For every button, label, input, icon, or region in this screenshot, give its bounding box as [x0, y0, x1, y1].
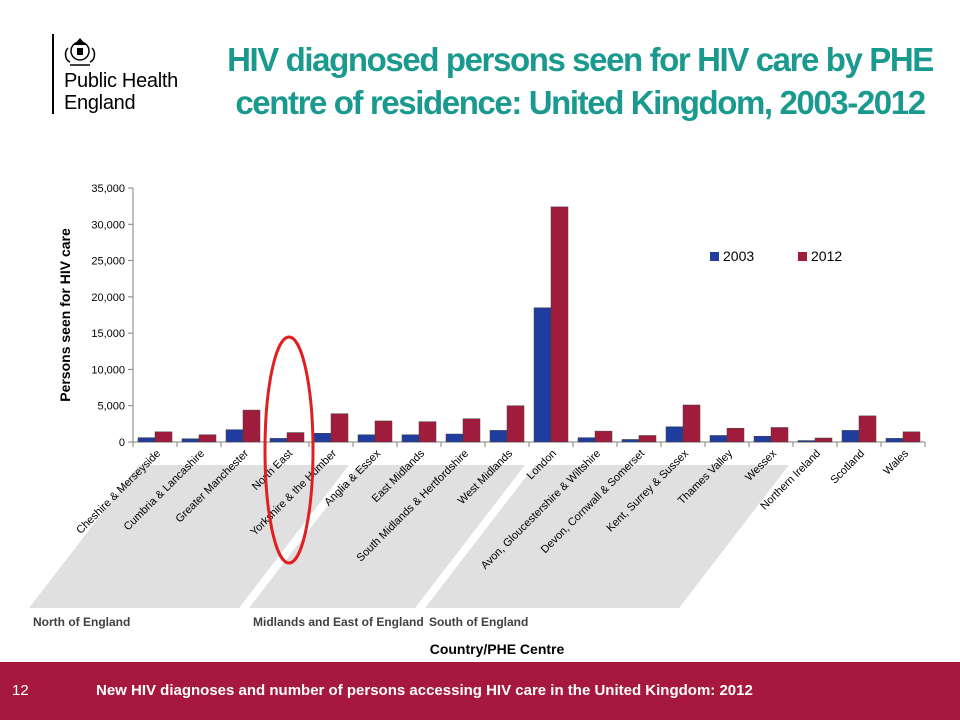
bar-2003: [269, 438, 288, 443]
bar-2012: [638, 435, 657, 443]
bar-2012: [418, 421, 437, 443]
y-tick-label: 25,000: [91, 256, 125, 268]
logo-line-1: Public Health: [64, 70, 178, 92]
group-label: South of England: [429, 615, 528, 629]
logo-divider: [52, 34, 54, 114]
bar-2003: [489, 430, 508, 443]
bar-2003: [181, 438, 200, 443]
footer-caption: New HIV diagnoses and number of persons …: [96, 682, 753, 699]
bar-2012: [286, 432, 305, 443]
bar-2012: [198, 434, 217, 443]
bar-2003: [621, 439, 640, 443]
bar-2003: [225, 429, 244, 443]
legend-swatch-2012: [798, 252, 807, 261]
y-tick-label: 20,000: [91, 292, 125, 304]
bar-chart: North of England Midlands and East of Eng…: [29, 183, 926, 657]
page-title: HIV diagnosed persons seen for HIV care …: [227, 41, 934, 121]
group-band-0: [29, 465, 349, 608]
bar-2012: [462, 418, 481, 443]
bar-2003: [313, 433, 332, 443]
bar-2003: [885, 438, 904, 443]
y-tick-label: 15,000: [91, 328, 125, 340]
bar-2012: [814, 437, 833, 443]
x-tick-label: Scotland: [828, 448, 867, 487]
bar-2012: [506, 405, 525, 443]
bar-2003: [401, 434, 420, 443]
group-band-2: [425, 465, 789, 608]
y-tick-label: 35,000: [91, 183, 125, 195]
y-tick-label: 0: [119, 437, 125, 449]
bar-2003: [357, 434, 376, 443]
royal-crest-icon: [64, 38, 96, 66]
bar-2012: [330, 413, 349, 443]
legend-label: 2012: [811, 248, 842, 264]
bar-2012: [242, 409, 261, 443]
y-tick-label: 5,000: [97, 401, 125, 413]
legend-swatch-2003: [710, 252, 719, 261]
y-axis-title: Persons seen for HIV care: [57, 228, 73, 402]
footer-bar: 12 New HIV diagnoses and number of perso…: [0, 662, 960, 720]
group-label: Midlands and East of England: [253, 615, 424, 629]
x-axis-title: Country/PHE Centre: [430, 641, 565, 657]
bar-2003: [753, 435, 772, 443]
bar-2012: [594, 430, 613, 443]
phe-logo: Public Health England: [52, 34, 212, 124]
highlight-ellipse: [263, 335, 315, 565]
page-number: 12: [12, 682, 29, 699]
y-tick-label: 30,000: [91, 219, 125, 231]
x-tick-label: Wales: [881, 447, 911, 477]
bar-2003: [577, 437, 596, 443]
bar-2012: [154, 431, 173, 443]
bar-2012: [858, 415, 877, 443]
bar-2012: [902, 431, 921, 443]
bar-2012: [682, 404, 701, 443]
logo-line-2: England: [64, 92, 136, 114]
bar-2003: [665, 426, 684, 443]
bar-2012: [770, 427, 789, 443]
bar-2012: [374, 420, 393, 443]
bar-2003: [841, 430, 860, 443]
bar-2003: [137, 437, 156, 443]
bar-2012: [726, 427, 745, 443]
bar-2003: [533, 307, 552, 443]
logo-wordmark: Public Health England: [64, 70, 178, 114]
group-label: North of England: [33, 615, 130, 629]
bar-2003: [709, 435, 728, 443]
group-band-1: [249, 465, 525, 608]
bar-2012: [550, 206, 569, 443]
y-tick-label: 10,000: [91, 364, 125, 376]
bar-2003: [445, 433, 464, 443]
legend-label: 2003: [723, 248, 754, 264]
bar-2003: [797, 440, 816, 443]
